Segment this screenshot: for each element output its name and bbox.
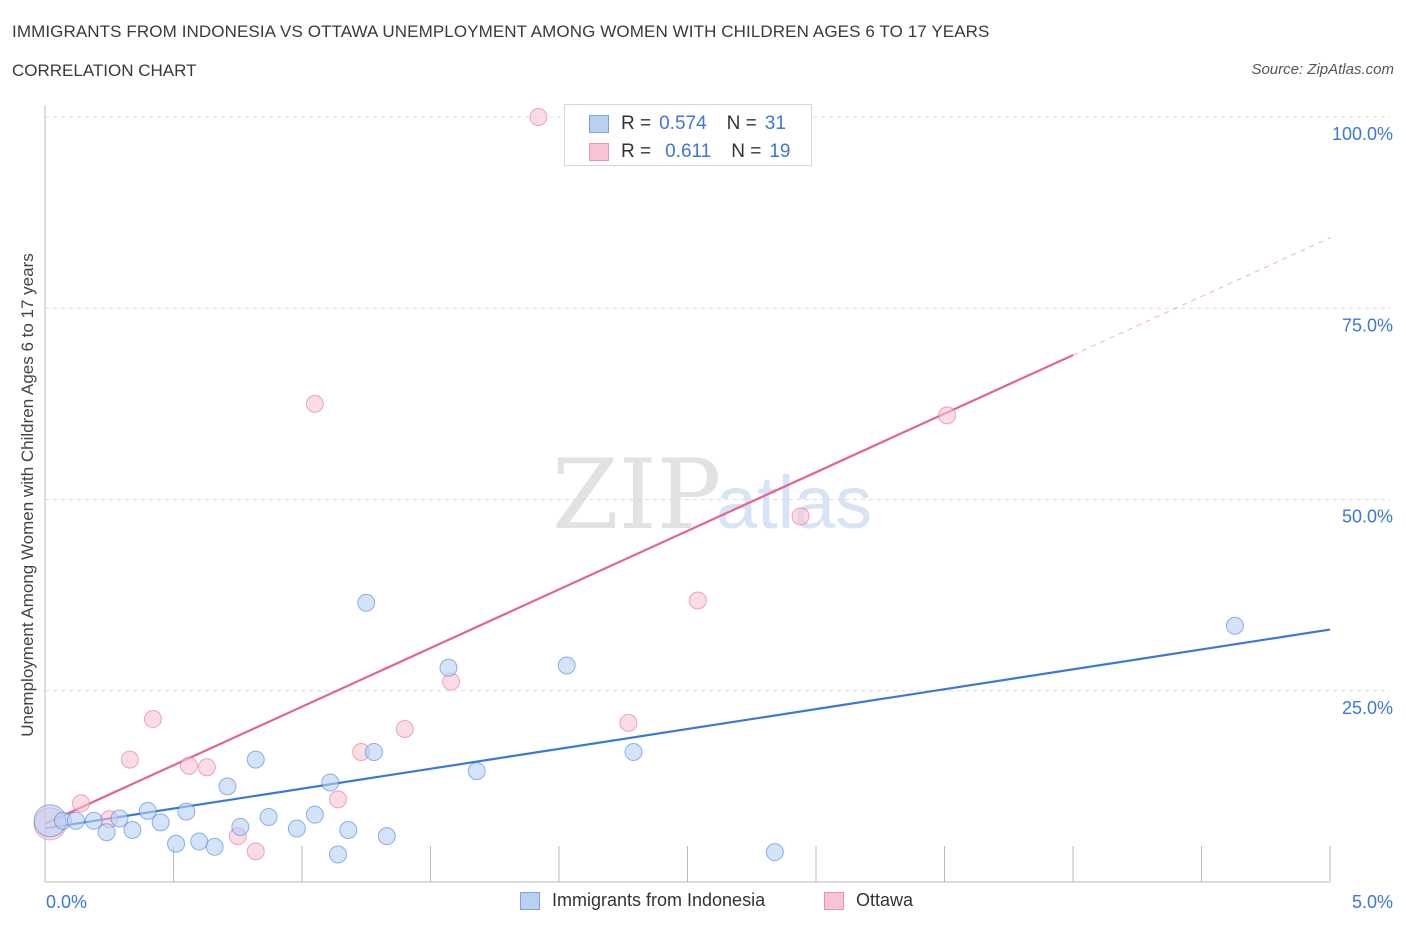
data-point <box>124 821 141 838</box>
r-value: 0.611 <box>665 141 711 163</box>
n-value: 31 <box>765 113 786 135</box>
y-axis-label: Unemployment Among Women with Children A… <box>18 253 38 737</box>
data-point <box>620 714 637 731</box>
data-point <box>396 721 413 738</box>
data-point <box>558 657 575 674</box>
n-label: N = <box>727 113 757 135</box>
data-point <box>191 833 208 850</box>
legend-swatch-pink <box>824 892 844 910</box>
n-label: N = <box>731 141 761 163</box>
data-point <box>530 109 547 126</box>
data-point <box>689 592 706 609</box>
y-tick-label: 100.0% <box>1332 124 1393 144</box>
data-point <box>144 711 161 728</box>
correlation-legend: R = 0.574 N = 31 R = 0.611 N = 19 <box>564 104 812 166</box>
legend-item-indonesia: Immigrants from Indonesia <box>520 890 765 911</box>
r-value: 0.574 <box>659 113 707 135</box>
y-tick-label: 50.0% <box>1342 507 1393 527</box>
data-point <box>152 814 169 831</box>
legend-label: Ottawa <box>856 890 913 911</box>
data-point <box>178 803 195 820</box>
data-point <box>219 778 236 795</box>
legend-swatch-pink <box>589 143 609 161</box>
data-point <box>1226 617 1243 634</box>
data-point <box>440 659 457 676</box>
data-point <box>180 757 197 774</box>
legend-swatch-blue <box>520 892 540 910</box>
n-value: 19 <box>769 141 790 163</box>
r-label: R = <box>621 113 651 135</box>
trend-line-extension-1 <box>1073 238 1330 355</box>
series-legend: Immigrants from Indonesia Ottawa <box>0 890 1406 916</box>
legend-label: Immigrants from Indonesia <box>552 890 765 911</box>
watermark-atlas: atlas <box>716 461 872 544</box>
trend-line-0 <box>45 630 1330 829</box>
data-point <box>625 743 642 760</box>
gridlines <box>45 117 1390 691</box>
legend-row-indonesia: R = 0.574 N = 31 <box>589 111 786 137</box>
data-point <box>939 407 956 424</box>
data-point <box>306 395 323 412</box>
y-tick-label: 25.0% <box>1342 698 1393 718</box>
data-point <box>67 812 84 829</box>
data-point <box>98 824 115 841</box>
trend-line-1 <box>45 355 1073 824</box>
data-point <box>121 751 138 768</box>
data-point <box>206 838 223 855</box>
data-point <box>288 820 305 837</box>
data-point <box>72 795 89 812</box>
data-point <box>247 843 264 860</box>
data-point <box>358 594 375 611</box>
legend-swatch-blue <box>589 115 609 133</box>
r-label: R = <box>621 141 651 163</box>
data-point <box>260 808 277 825</box>
data-point <box>468 763 485 780</box>
data-point <box>247 751 264 768</box>
watermark: ZIP atlas <box>552 439 872 551</box>
legend-item-ottawa: Ottawa <box>824 890 913 911</box>
y-tick-label: 75.0% <box>1342 315 1393 335</box>
legend-row-ottawa: R = 0.611 N = 19 <box>589 139 791 165</box>
watermark-zip: ZIP <box>552 439 721 551</box>
data-point <box>378 828 395 845</box>
data-point <box>329 791 346 808</box>
data-point <box>365 743 382 760</box>
data-point <box>322 774 339 791</box>
data-point <box>792 508 809 525</box>
data-point <box>306 806 323 823</box>
data-point <box>766 844 783 861</box>
data-point <box>340 821 357 838</box>
data-point <box>329 846 346 863</box>
data-point <box>232 818 249 835</box>
data-point <box>198 759 215 776</box>
data-point <box>168 835 185 852</box>
